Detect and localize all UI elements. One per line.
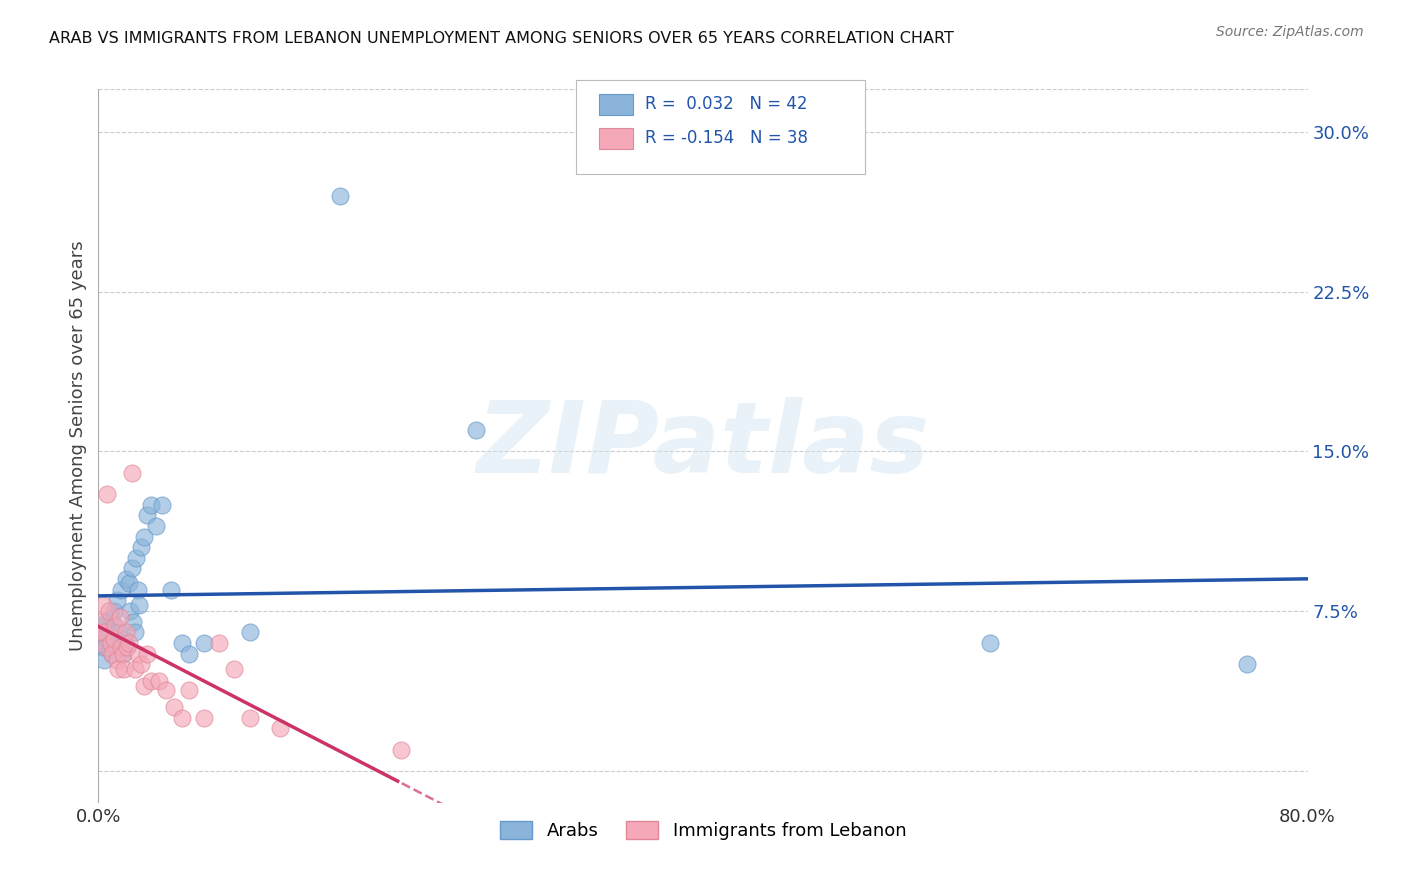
Point xyxy=(115,640,138,655)
Point xyxy=(120,604,142,618)
Point xyxy=(118,636,141,650)
Point xyxy=(224,662,246,676)
Text: R =  0.032   N = 42: R = 0.032 N = 42 xyxy=(645,95,808,113)
Point xyxy=(110,640,132,655)
Point xyxy=(89,636,111,650)
Point xyxy=(155,682,177,697)
Point xyxy=(465,423,488,437)
Point xyxy=(170,710,193,724)
Y-axis label: Unemployment Among Seniors over 65 years: Unemployment Among Seniors over 65 years xyxy=(69,241,87,651)
Point xyxy=(179,682,201,697)
Point xyxy=(148,674,170,689)
Point xyxy=(114,572,136,586)
Point xyxy=(107,625,129,640)
Point xyxy=(96,487,118,501)
Point xyxy=(104,619,127,633)
Point xyxy=(103,632,125,646)
Point xyxy=(125,550,148,565)
Point xyxy=(108,636,131,650)
Point xyxy=(91,640,114,655)
Point xyxy=(104,619,127,633)
Point xyxy=(118,576,141,591)
Point xyxy=(128,598,150,612)
Point xyxy=(122,615,145,629)
Point xyxy=(107,662,129,676)
Point xyxy=(93,653,115,667)
Point xyxy=(90,619,112,633)
Legend: Arabs, Immigrants from Lebanon: Arabs, Immigrants from Lebanon xyxy=(492,814,914,847)
Point xyxy=(208,636,231,650)
Point xyxy=(111,647,134,661)
Point xyxy=(100,636,122,650)
Text: ZIPatlas: ZIPatlas xyxy=(477,398,929,494)
Point xyxy=(145,519,167,533)
Point xyxy=(239,625,262,640)
Point xyxy=(96,625,118,640)
Point xyxy=(112,662,135,676)
Point xyxy=(110,582,132,597)
Point xyxy=(94,615,117,629)
Point xyxy=(111,647,134,661)
Point xyxy=(179,647,201,661)
Point xyxy=(101,647,124,661)
Point xyxy=(193,710,215,724)
Point xyxy=(193,636,215,650)
Text: ARAB VS IMMIGRANTS FROM LEBANON UNEMPLOYMENT AMONG SENIORS OVER 65 YEARS CORRELA: ARAB VS IMMIGRANTS FROM LEBANON UNEMPLOY… xyxy=(49,31,955,46)
Point xyxy=(94,640,117,655)
Point xyxy=(124,662,146,676)
Point xyxy=(100,610,122,624)
Point xyxy=(269,721,291,735)
Point xyxy=(329,188,352,202)
Point xyxy=(127,582,149,597)
Point xyxy=(1236,657,1258,672)
Point xyxy=(160,582,183,597)
Point xyxy=(124,625,146,640)
Point xyxy=(129,540,152,554)
Point xyxy=(150,498,173,512)
Point xyxy=(90,615,112,629)
Point xyxy=(108,610,131,624)
Point xyxy=(163,700,186,714)
Point xyxy=(93,625,115,640)
Point xyxy=(979,636,1001,650)
Point xyxy=(101,647,124,661)
Point xyxy=(170,636,193,650)
Point xyxy=(103,604,125,618)
Point xyxy=(141,498,163,512)
Text: R = -0.154   N = 38: R = -0.154 N = 38 xyxy=(645,129,808,147)
Point xyxy=(105,653,128,667)
Point xyxy=(121,466,143,480)
Point xyxy=(89,625,111,640)
Point xyxy=(114,625,136,640)
Text: Source: ZipAtlas.com: Source: ZipAtlas.com xyxy=(1216,25,1364,39)
Point xyxy=(135,647,157,661)
Point xyxy=(129,657,152,672)
Point xyxy=(98,604,121,618)
Point xyxy=(98,640,121,655)
Point xyxy=(127,647,149,661)
Point xyxy=(91,598,114,612)
Point xyxy=(105,593,128,607)
Point xyxy=(389,742,412,756)
Point xyxy=(135,508,157,523)
Point xyxy=(132,679,155,693)
Point xyxy=(115,640,138,655)
Point xyxy=(239,710,262,724)
Point xyxy=(132,529,155,543)
Point xyxy=(141,674,163,689)
Point xyxy=(121,561,143,575)
Point xyxy=(112,632,135,646)
